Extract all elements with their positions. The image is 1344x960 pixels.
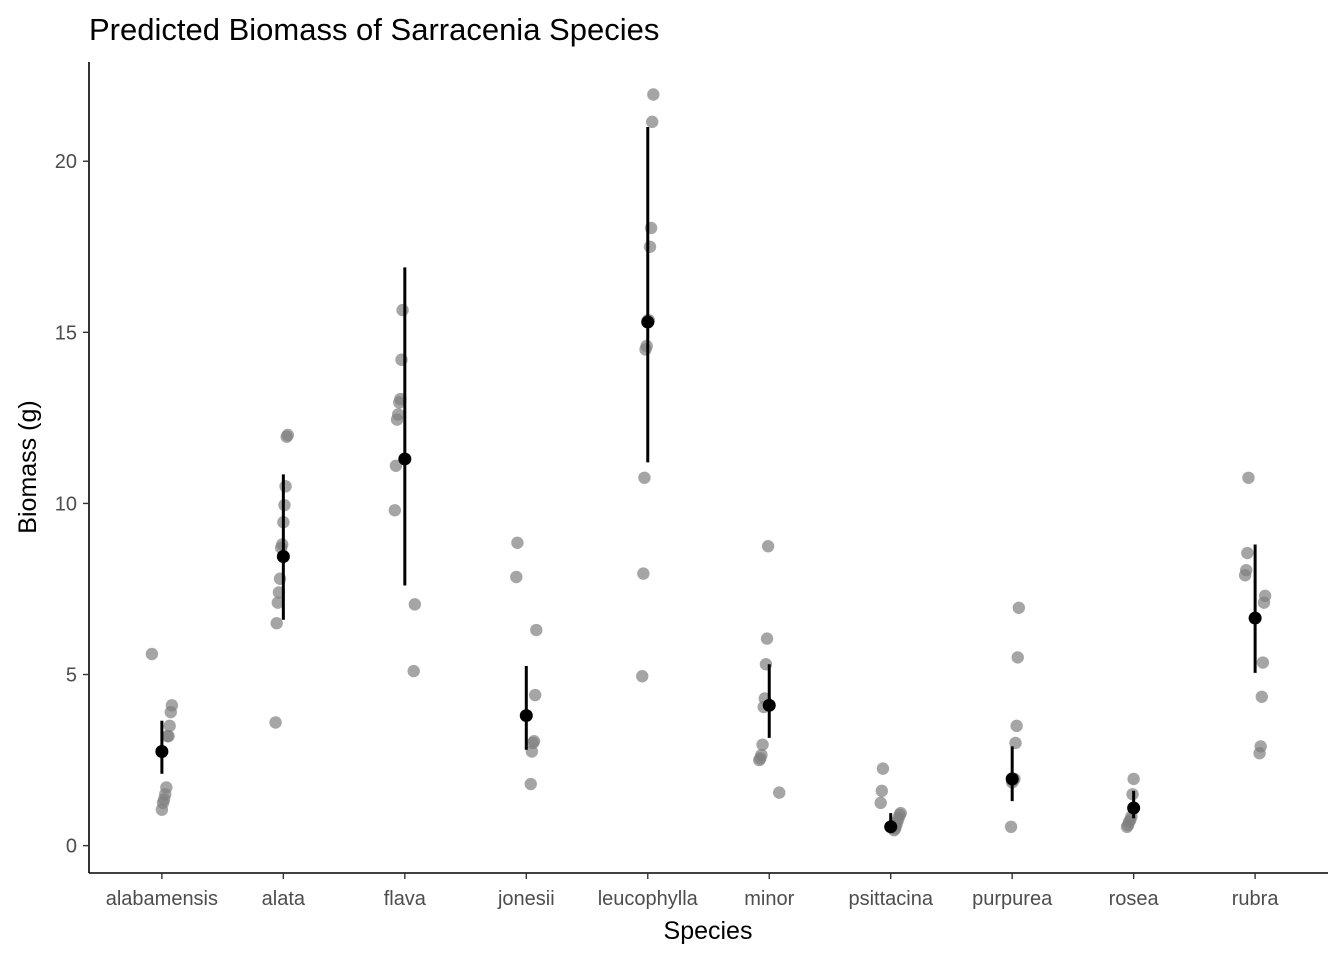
raw-point bbox=[761, 540, 775, 553]
chart-title: Predicted Biomass of Sarracenia Species bbox=[89, 12, 659, 47]
raw-point bbox=[271, 596, 284, 609]
raw-point bbox=[876, 762, 890, 775]
raw-point bbox=[269, 716, 282, 729]
y-tick-label: 20 bbox=[55, 151, 77, 173]
raw-point bbox=[524, 777, 537, 791]
raw-point bbox=[407, 664, 420, 678]
raw-point bbox=[773, 786, 786, 799]
x-tick-label: purpurea bbox=[972, 888, 1053, 910]
x-tick-label: alata bbox=[262, 888, 306, 910]
raw-point bbox=[396, 303, 409, 317]
raw-point bbox=[163, 719, 176, 733]
y-tick-label: 0 bbox=[66, 836, 77, 858]
mean-point bbox=[1005, 772, 1019, 786]
raw-point bbox=[875, 784, 889, 798]
raw-point bbox=[1241, 546, 1254, 560]
raw-point bbox=[1004, 820, 1018, 834]
raw-point bbox=[388, 504, 402, 517]
x-tick-label: psittacina bbox=[848, 888, 933, 910]
raw-point bbox=[760, 632, 774, 645]
y-tick-label: 10 bbox=[55, 493, 77, 515]
x-tick-label: jonesii bbox=[497, 888, 555, 910]
raw-point bbox=[646, 115, 659, 129]
raw-point bbox=[639, 343, 652, 356]
mean-point bbox=[155, 745, 169, 759]
x-axis-title: Species bbox=[664, 917, 753, 945]
raw-point bbox=[1238, 569, 1252, 582]
raw-point bbox=[637, 567, 650, 580]
x-tick-label: alabamensis bbox=[106, 888, 218, 910]
raw-point bbox=[1127, 772, 1140, 786]
x-tick-label: rosea bbox=[1109, 888, 1160, 910]
raw-point bbox=[280, 430, 293, 443]
raw-point bbox=[511, 536, 524, 549]
mean-point bbox=[276, 549, 290, 563]
raw-point bbox=[390, 413, 404, 426]
raw-point bbox=[1242, 471, 1255, 484]
raw-point bbox=[145, 647, 159, 661]
raw-point bbox=[1010, 719, 1023, 733]
raw-point bbox=[393, 396, 406, 409]
raw-point bbox=[1253, 747, 1266, 760]
mean-point bbox=[884, 820, 898, 834]
y-tick-label: 5 bbox=[66, 665, 77, 687]
mean-point bbox=[1248, 611, 1262, 625]
predicted-layer bbox=[155, 127, 1262, 834]
raw-point bbox=[161, 729, 174, 743]
raw-point bbox=[647, 88, 660, 101]
raw-point bbox=[530, 623, 543, 637]
raw-point bbox=[510, 570, 523, 584]
raw-point bbox=[638, 471, 651, 484]
raw-point bbox=[270, 616, 283, 630]
raw-point bbox=[155, 803, 169, 816]
raw-point bbox=[1255, 690, 1268, 703]
x-tick-label: leucophylla bbox=[598, 888, 699, 910]
y-tick-label: 15 bbox=[55, 322, 77, 344]
mean-point bbox=[519, 709, 533, 723]
y-axis: 0 5 10 15 20 bbox=[55, 62, 90, 873]
raw-point bbox=[643, 240, 657, 253]
x-tick-label: minor bbox=[744, 888, 794, 910]
mean-point bbox=[641, 315, 655, 329]
mean-point bbox=[1127, 801, 1141, 815]
raw-point bbox=[1009, 736, 1022, 750]
raw-point bbox=[756, 738, 769, 751]
x-tick-label: rubra bbox=[1232, 888, 1280, 910]
raw-point bbox=[753, 753, 766, 767]
raw-point bbox=[528, 688, 542, 702]
raw-point bbox=[408, 598, 422, 611]
raw-point bbox=[525, 745, 539, 758]
raw-point bbox=[1256, 656, 1270, 669]
y-axis-title: Biomass (g) bbox=[14, 400, 42, 533]
raw-point bbox=[636, 670, 649, 683]
mean-point bbox=[762, 698, 776, 712]
raw-point bbox=[874, 796, 887, 810]
raw-points-layer bbox=[145, 88, 1272, 837]
raw-point bbox=[279, 480, 292, 493]
raw-point bbox=[164, 705, 177, 719]
mean-point bbox=[398, 452, 412, 466]
plot-area bbox=[145, 88, 1272, 837]
raw-point bbox=[1011, 651, 1024, 664]
raw-point bbox=[389, 459, 403, 472]
raw-point bbox=[1257, 596, 1271, 609]
x-tick-label: flava bbox=[384, 888, 427, 910]
raw-point bbox=[1120, 820, 1134, 834]
raw-point bbox=[1012, 601, 1026, 614]
x-axis: alabamensis alata flava jonesii leucophylla m… bbox=[89, 872, 1328, 910]
